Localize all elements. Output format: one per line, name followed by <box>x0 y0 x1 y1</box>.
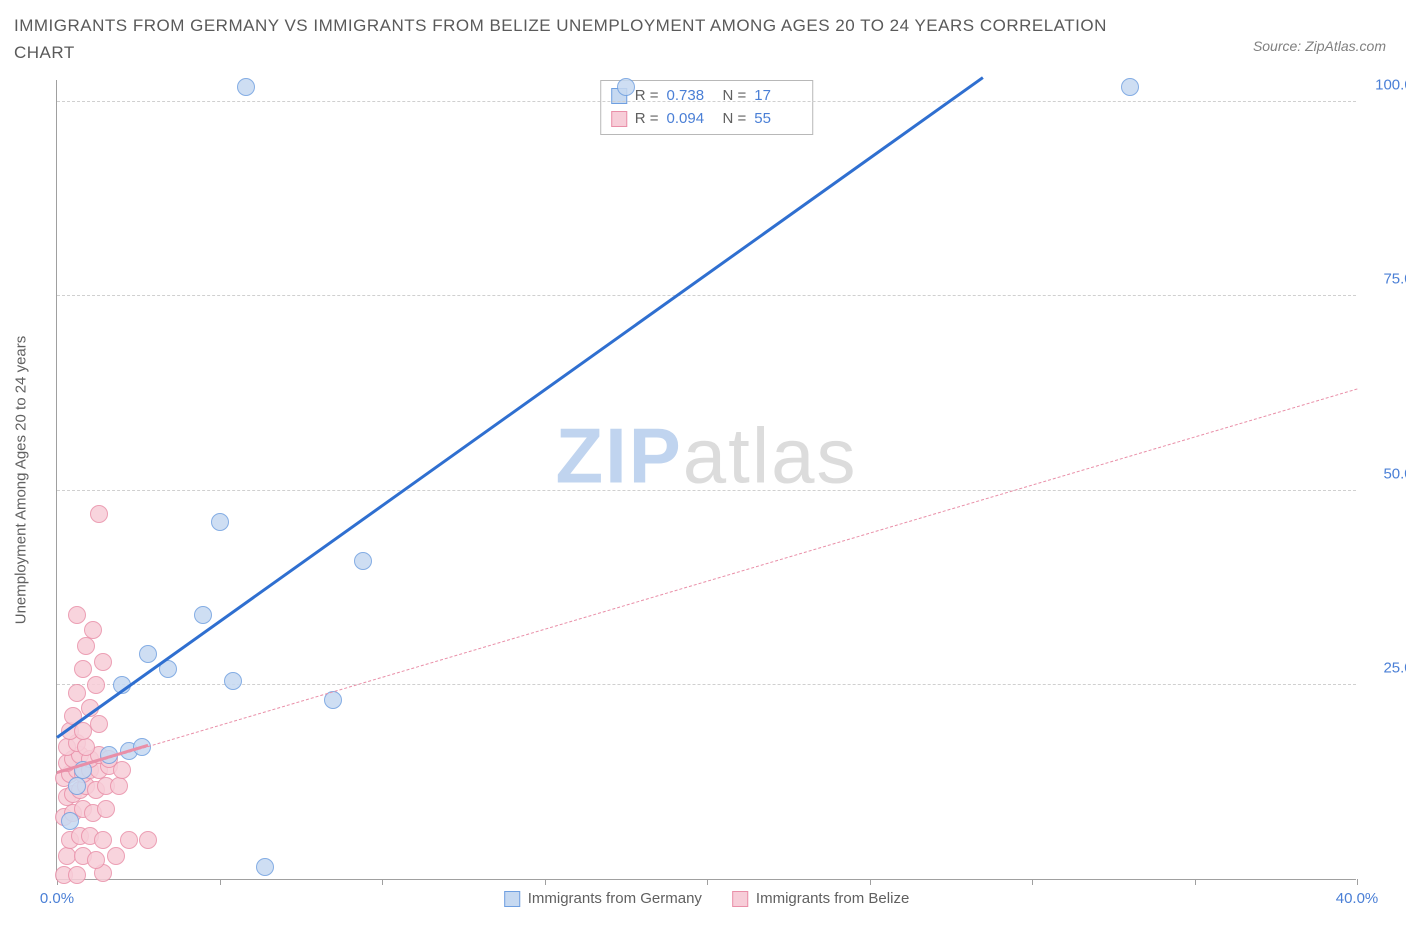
stat-row: R = 0.094 N = 55 <box>611 108 803 131</box>
data-point <box>94 831 112 849</box>
watermark-zip: ZIP <box>555 411 682 499</box>
watermark: ZIPatlas <box>555 410 857 501</box>
data-point <box>68 606 86 624</box>
x-tick <box>545 879 546 885</box>
data-point <box>87 676 105 694</box>
watermark-atlas: atlas <box>683 411 858 499</box>
y-tick-label: 75.0% <box>1366 271 1406 288</box>
legend-label: Immigrants from Germany <box>528 890 702 907</box>
x-tick <box>1032 879 1033 885</box>
data-point <box>1121 78 1139 96</box>
data-point <box>194 606 212 624</box>
data-point <box>68 684 86 702</box>
y-tick-label: 25.0% <box>1366 659 1406 676</box>
y-tick-label: 50.0% <box>1366 465 1406 482</box>
data-point <box>211 513 229 531</box>
chart-title: IMMIGRANTS FROM GERMANY VS IMMIGRANTS FR… <box>14 12 1114 66</box>
gridline-h <box>57 101 1356 102</box>
data-point <box>90 715 108 733</box>
x-tick-label: 0.0% <box>40 890 74 907</box>
data-point <box>68 777 86 795</box>
y-axis-title: Unemployment Among Ages 20 to 24 years <box>13 335 30 624</box>
trend-line <box>56 76 984 739</box>
data-point <box>84 621 102 639</box>
x-tick <box>1195 879 1196 885</box>
x-tick <box>707 879 708 885</box>
data-point <box>77 738 95 756</box>
data-point <box>120 831 138 849</box>
stat-N-label: N = <box>723 85 747 108</box>
data-point <box>256 858 274 876</box>
legend-label: Immigrants from Belize <box>756 890 909 907</box>
data-point <box>90 505 108 523</box>
x-tick <box>1357 879 1358 885</box>
gridline-h <box>57 490 1356 491</box>
gridline-h <box>57 684 1356 685</box>
data-point <box>354 552 372 570</box>
legend-item: Immigrants from Belize <box>732 890 909 907</box>
stat-R-label: R = <box>635 85 659 108</box>
stat-R-label: R = <box>635 108 659 131</box>
x-tick <box>220 879 221 885</box>
data-point <box>139 831 157 849</box>
data-point <box>110 777 128 795</box>
stat-R-value: 0.094 <box>667 108 715 131</box>
data-point <box>97 800 115 818</box>
data-point <box>68 866 86 884</box>
data-point <box>77 637 95 655</box>
legend-swatch <box>732 891 748 907</box>
data-point <box>139 645 157 663</box>
data-point <box>87 851 105 869</box>
x-tick-label: 40.0% <box>1336 890 1379 907</box>
legend-swatch <box>504 891 520 907</box>
data-point <box>74 660 92 678</box>
stat-R-value: 0.738 <box>667 85 715 108</box>
bottom-legend: Immigrants from Germany Immigrants from B… <box>504 890 910 907</box>
stat-N-value: 17 <box>754 85 802 108</box>
data-point <box>94 653 112 671</box>
data-point <box>107 847 125 865</box>
x-tick <box>870 879 871 885</box>
trend-line <box>57 389 1357 774</box>
data-point <box>617 78 635 96</box>
stat-N-label: N = <box>723 108 747 131</box>
source-label: Source: ZipAtlas.com <box>1253 38 1386 54</box>
y-tick-label: 100.0% <box>1366 77 1406 94</box>
gridline-h <box>57 295 1356 296</box>
legend-swatch <box>611 111 627 127</box>
data-point <box>61 812 79 830</box>
plot-area: Unemployment Among Ages 20 to 24 years Z… <box>56 80 1356 880</box>
legend-item: Immigrants from Germany <box>504 890 702 907</box>
x-tick <box>382 879 383 885</box>
stat-N-value: 55 <box>754 108 802 131</box>
data-point <box>224 672 242 690</box>
stat-row: R = 0.738 N = 17 <box>611 85 803 108</box>
data-point <box>237 78 255 96</box>
